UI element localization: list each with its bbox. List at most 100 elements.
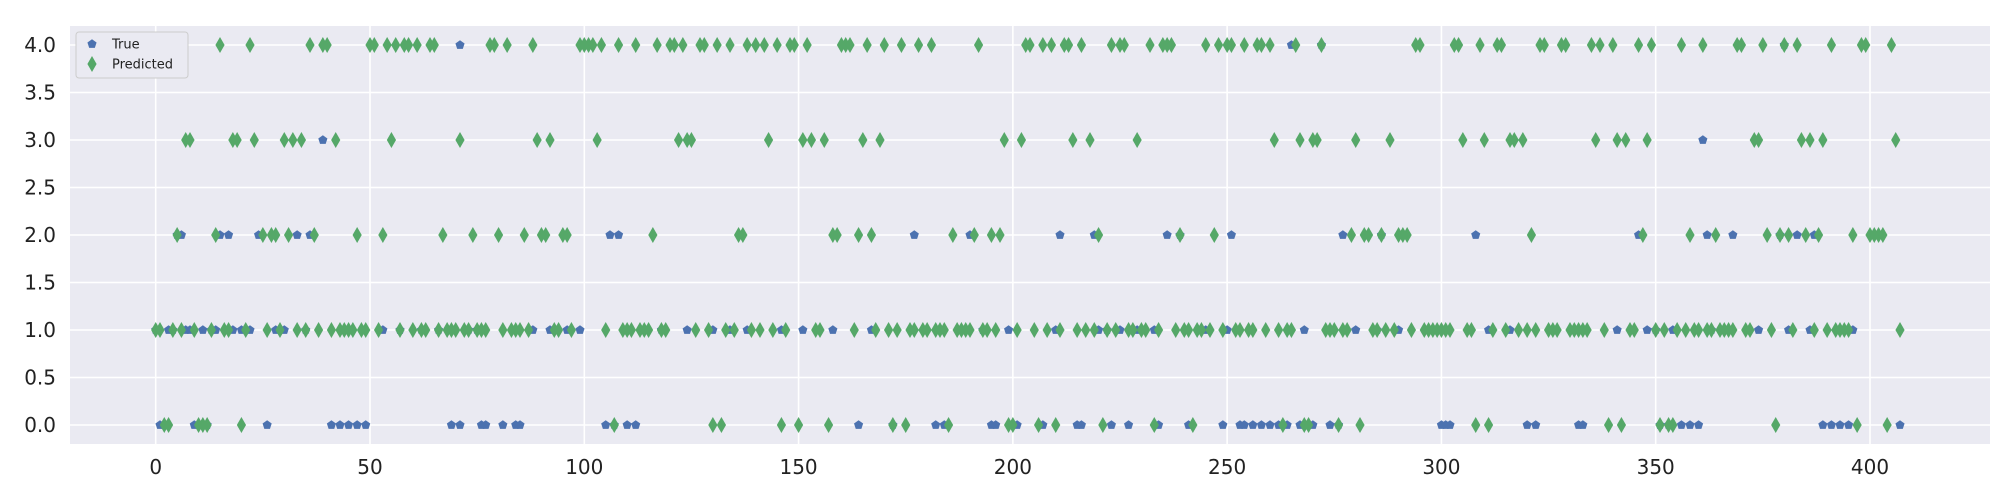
predicted-point	[1239, 37, 1249, 53]
predicted-point	[789, 37, 799, 53]
predicted-point	[1805, 132, 1815, 148]
predicted-point	[1895, 322, 1905, 338]
y-tick-label: 3.0	[24, 128, 56, 152]
y-tick-label: 4.0	[24, 33, 56, 57]
predicted-point	[1226, 37, 1237, 53]
true-point	[991, 420, 1001, 429]
predicted-point	[948, 227, 958, 243]
predicted-point	[922, 322, 932, 338]
predicted-point	[562, 227, 572, 243]
predicted-point	[1312, 132, 1322, 148]
predicted-point	[1676, 37, 1687, 53]
predicted-point	[331, 132, 341, 148]
predicted-point	[391, 37, 401, 53]
predicted-point	[1351, 132, 1361, 148]
predicted-point	[1771, 417, 1781, 433]
predicted-point	[1603, 417, 1614, 433]
predicted-point	[1051, 417, 1061, 433]
predicted-point	[515, 322, 525, 338]
predicted-point	[802, 37, 812, 53]
predicted-point	[185, 132, 195, 148]
true-point	[361, 420, 371, 429]
predicted-point	[652, 37, 662, 53]
predicted-point	[1415, 37, 1425, 53]
predicted-point	[489, 37, 499, 53]
true-point	[326, 420, 336, 429]
predicted-point	[1483, 417, 1494, 433]
predicted-point	[1201, 37, 1211, 53]
predicted-point	[776, 417, 787, 433]
predicted-point	[588, 37, 598, 53]
predicted-point	[1385, 132, 1395, 148]
predicted-point	[1809, 322, 1819, 338]
predicted-point	[433, 322, 444, 338]
predicted-point	[763, 132, 774, 148]
predicted-point	[1479, 132, 1489, 148]
true-point	[1792, 230, 1802, 239]
true-point	[1055, 230, 1065, 239]
predicted-point	[1698, 37, 1708, 53]
predicted-point	[275, 322, 285, 338]
predicted-point	[1762, 227, 1772, 243]
predicted-point	[862, 37, 872, 53]
true-point	[498, 420, 508, 429]
predicted-point	[1651, 322, 1661, 338]
predicted-point	[759, 37, 769, 53]
predicted-point	[1685, 227, 1695, 243]
predicted-point	[1591, 132, 1601, 148]
true-point	[631, 420, 641, 429]
predicted-point	[1659, 322, 1669, 338]
x-tick-label: 350	[1637, 455, 1675, 479]
predicted-point	[901, 417, 911, 433]
true-point	[352, 420, 362, 429]
predicted-point	[1582, 322, 1592, 338]
predicted-point	[823, 417, 834, 433]
predicted-point	[1119, 37, 1129, 53]
true-point	[1895, 420, 1905, 429]
predicted-point	[708, 417, 718, 433]
legend-marker-true	[87, 39, 97, 48]
predicted-point	[1376, 227, 1387, 243]
predicted-point	[1518, 132, 1528, 148]
predicted-point	[1025, 37, 1035, 53]
legend: True Predicted	[75, 31, 189, 79]
predicted-point	[772, 37, 782, 53]
predicted-point	[373, 322, 384, 338]
true-point	[1218, 420, 1228, 429]
true-point	[1676, 420, 1686, 429]
predicted-point	[378, 227, 388, 243]
predicted-point	[1642, 132, 1652, 148]
true-point	[224, 230, 234, 239]
predicted-point	[1471, 417, 1481, 433]
predicted-point	[468, 227, 478, 243]
true-point	[622, 420, 632, 429]
predicted-point	[176, 322, 187, 338]
predicted-point	[1265, 37, 1275, 53]
predicted-point	[541, 227, 551, 243]
predicted-point	[926, 37, 937, 53]
predicted-point	[1046, 37, 1057, 53]
predicted-point	[909, 322, 919, 338]
predicted-point	[609, 417, 619, 433]
predicted-point	[481, 322, 491, 338]
predicted-point	[1102, 322, 1112, 338]
predicted-point	[163, 417, 174, 433]
true-point	[1162, 230, 1172, 239]
predicted-point	[245, 37, 255, 53]
predicted-point	[793, 417, 804, 433]
predicted-point	[1509, 132, 1519, 148]
predicted-point	[348, 322, 358, 338]
predicted-point	[1445, 322, 1455, 338]
predicted-point	[686, 132, 697, 148]
predicted-point	[1141, 322, 1151, 338]
true-point	[1818, 420, 1828, 429]
predicted-point	[1008, 417, 1018, 433]
true-point	[828, 325, 838, 334]
predicted-point	[498, 322, 508, 338]
predicted-point	[1526, 227, 1537, 243]
predicted-point	[673, 132, 684, 148]
true-point	[481, 420, 491, 429]
true-point	[1844, 420, 1854, 429]
predicted-point	[1303, 417, 1314, 433]
predicted-point	[1616, 417, 1627, 433]
